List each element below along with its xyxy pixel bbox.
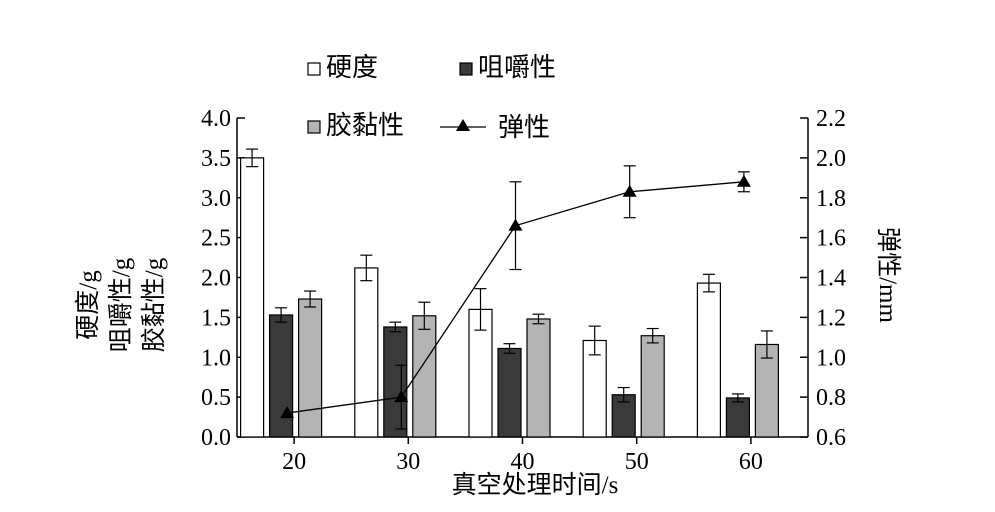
bar (526, 318, 551, 438)
legend-swatch (307, 120, 321, 134)
bars (240, 148, 780, 438)
bar (640, 335, 665, 438)
line-series (280, 165, 751, 430)
y-tick-label-left: 4.0 (201, 106, 231, 132)
bar (696, 282, 722, 438)
line-point-marker (280, 406, 295, 419)
bar (383, 326, 408, 438)
bar (354, 267, 379, 438)
x-tick-label: 60 (739, 449, 763, 475)
x-axis-title: 真空处理时间/s (452, 471, 619, 499)
x-tick-label: 40 (511, 449, 535, 475)
bar (269, 314, 294, 438)
y-tick-label-right: 1.6 (816, 226, 846, 252)
legend-marker (456, 119, 470, 131)
y-axis-title-left-3: 胶黏性/g (140, 257, 168, 352)
axes: 0.0 0.5 1.0 1.5 2.0 2.5 3.0 3.5 4.0 0.6 0.8 1.0 1.2 1… (201, 106, 846, 475)
bar (497, 347, 522, 438)
line-point-marker (622, 184, 637, 197)
y-tick-label-left: 1.0 (201, 345, 231, 371)
y-axis-title-left-2: 咀嚼性/g (107, 257, 135, 352)
legend-label: 硬度 (326, 53, 378, 82)
y-tick-label-right: 1.8 (816, 186, 846, 212)
x-tick-label: 20 (282, 449, 306, 475)
line-point-marker (736, 174, 751, 187)
x-tick-label: 50 (625, 449, 649, 475)
y-tick-label-right: 2.0 (816, 146, 846, 172)
y-tick-label-right: 0.6 (816, 425, 846, 451)
y-tick-label-left: 3.0 (201, 186, 231, 212)
y-tick-label-left: 1.5 (201, 305, 231, 331)
y-tick-label-right: 1.2 (816, 305, 846, 331)
x-tick-label: 30 (396, 449, 420, 475)
legend-label: 弹性 (498, 113, 550, 142)
line-point-marker (508, 218, 523, 231)
bar (412, 315, 437, 438)
y-tick-label-left: 2.0 (201, 266, 231, 292)
y-axis-title-left-1: 硬度/g (74, 270, 102, 340)
line-point-marker (394, 390, 409, 403)
y-tick-label-left: 2.5 (201, 226, 231, 252)
bar (298, 298, 323, 438)
y-tick-label-left: 0.5 (201, 385, 231, 411)
bar (725, 397, 751, 438)
bar (240, 157, 265, 438)
y-axis-title-right: 弹性/mm (874, 227, 902, 323)
y-tick-label-left: 0.0 (201, 425, 231, 451)
legend-swatch (307, 62, 321, 76)
legend-label: 胶黏性 (326, 111, 404, 140)
y-tick-label-right: 1.4 (816, 266, 846, 292)
legend-label: 咀嚼性 (478, 53, 556, 82)
y-tick-label-right: 2.2 (816, 106, 846, 132)
y-tick-label-right: 1.0 (816, 345, 846, 371)
y-tick-label-left: 3.5 (201, 146, 231, 172)
legend-swatch (459, 62, 473, 76)
axis-labels: 真空处理时间/s 硬度/g 咀嚼性/g 胶黏性/g 弹性/mm (74, 227, 902, 499)
y-tick-label-right: 0.8 (816, 385, 846, 411)
